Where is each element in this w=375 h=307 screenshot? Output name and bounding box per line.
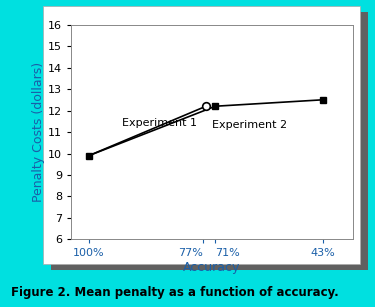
Y-axis label: Penalty Costs (dollars): Penalty Costs (dollars): [32, 62, 45, 202]
X-axis label: Accuracy: Accuracy: [183, 261, 241, 274]
Text: Figure 2. Mean penalty as a function of accuracy.: Figure 2. Mean penalty as a function of …: [11, 286, 339, 299]
Text: Experiment 2: Experiment 2: [212, 120, 287, 130]
Bar: [51, 12, 368, 270]
Bar: [43, 6, 360, 264]
Text: Experiment 1: Experiment 1: [122, 118, 196, 128]
